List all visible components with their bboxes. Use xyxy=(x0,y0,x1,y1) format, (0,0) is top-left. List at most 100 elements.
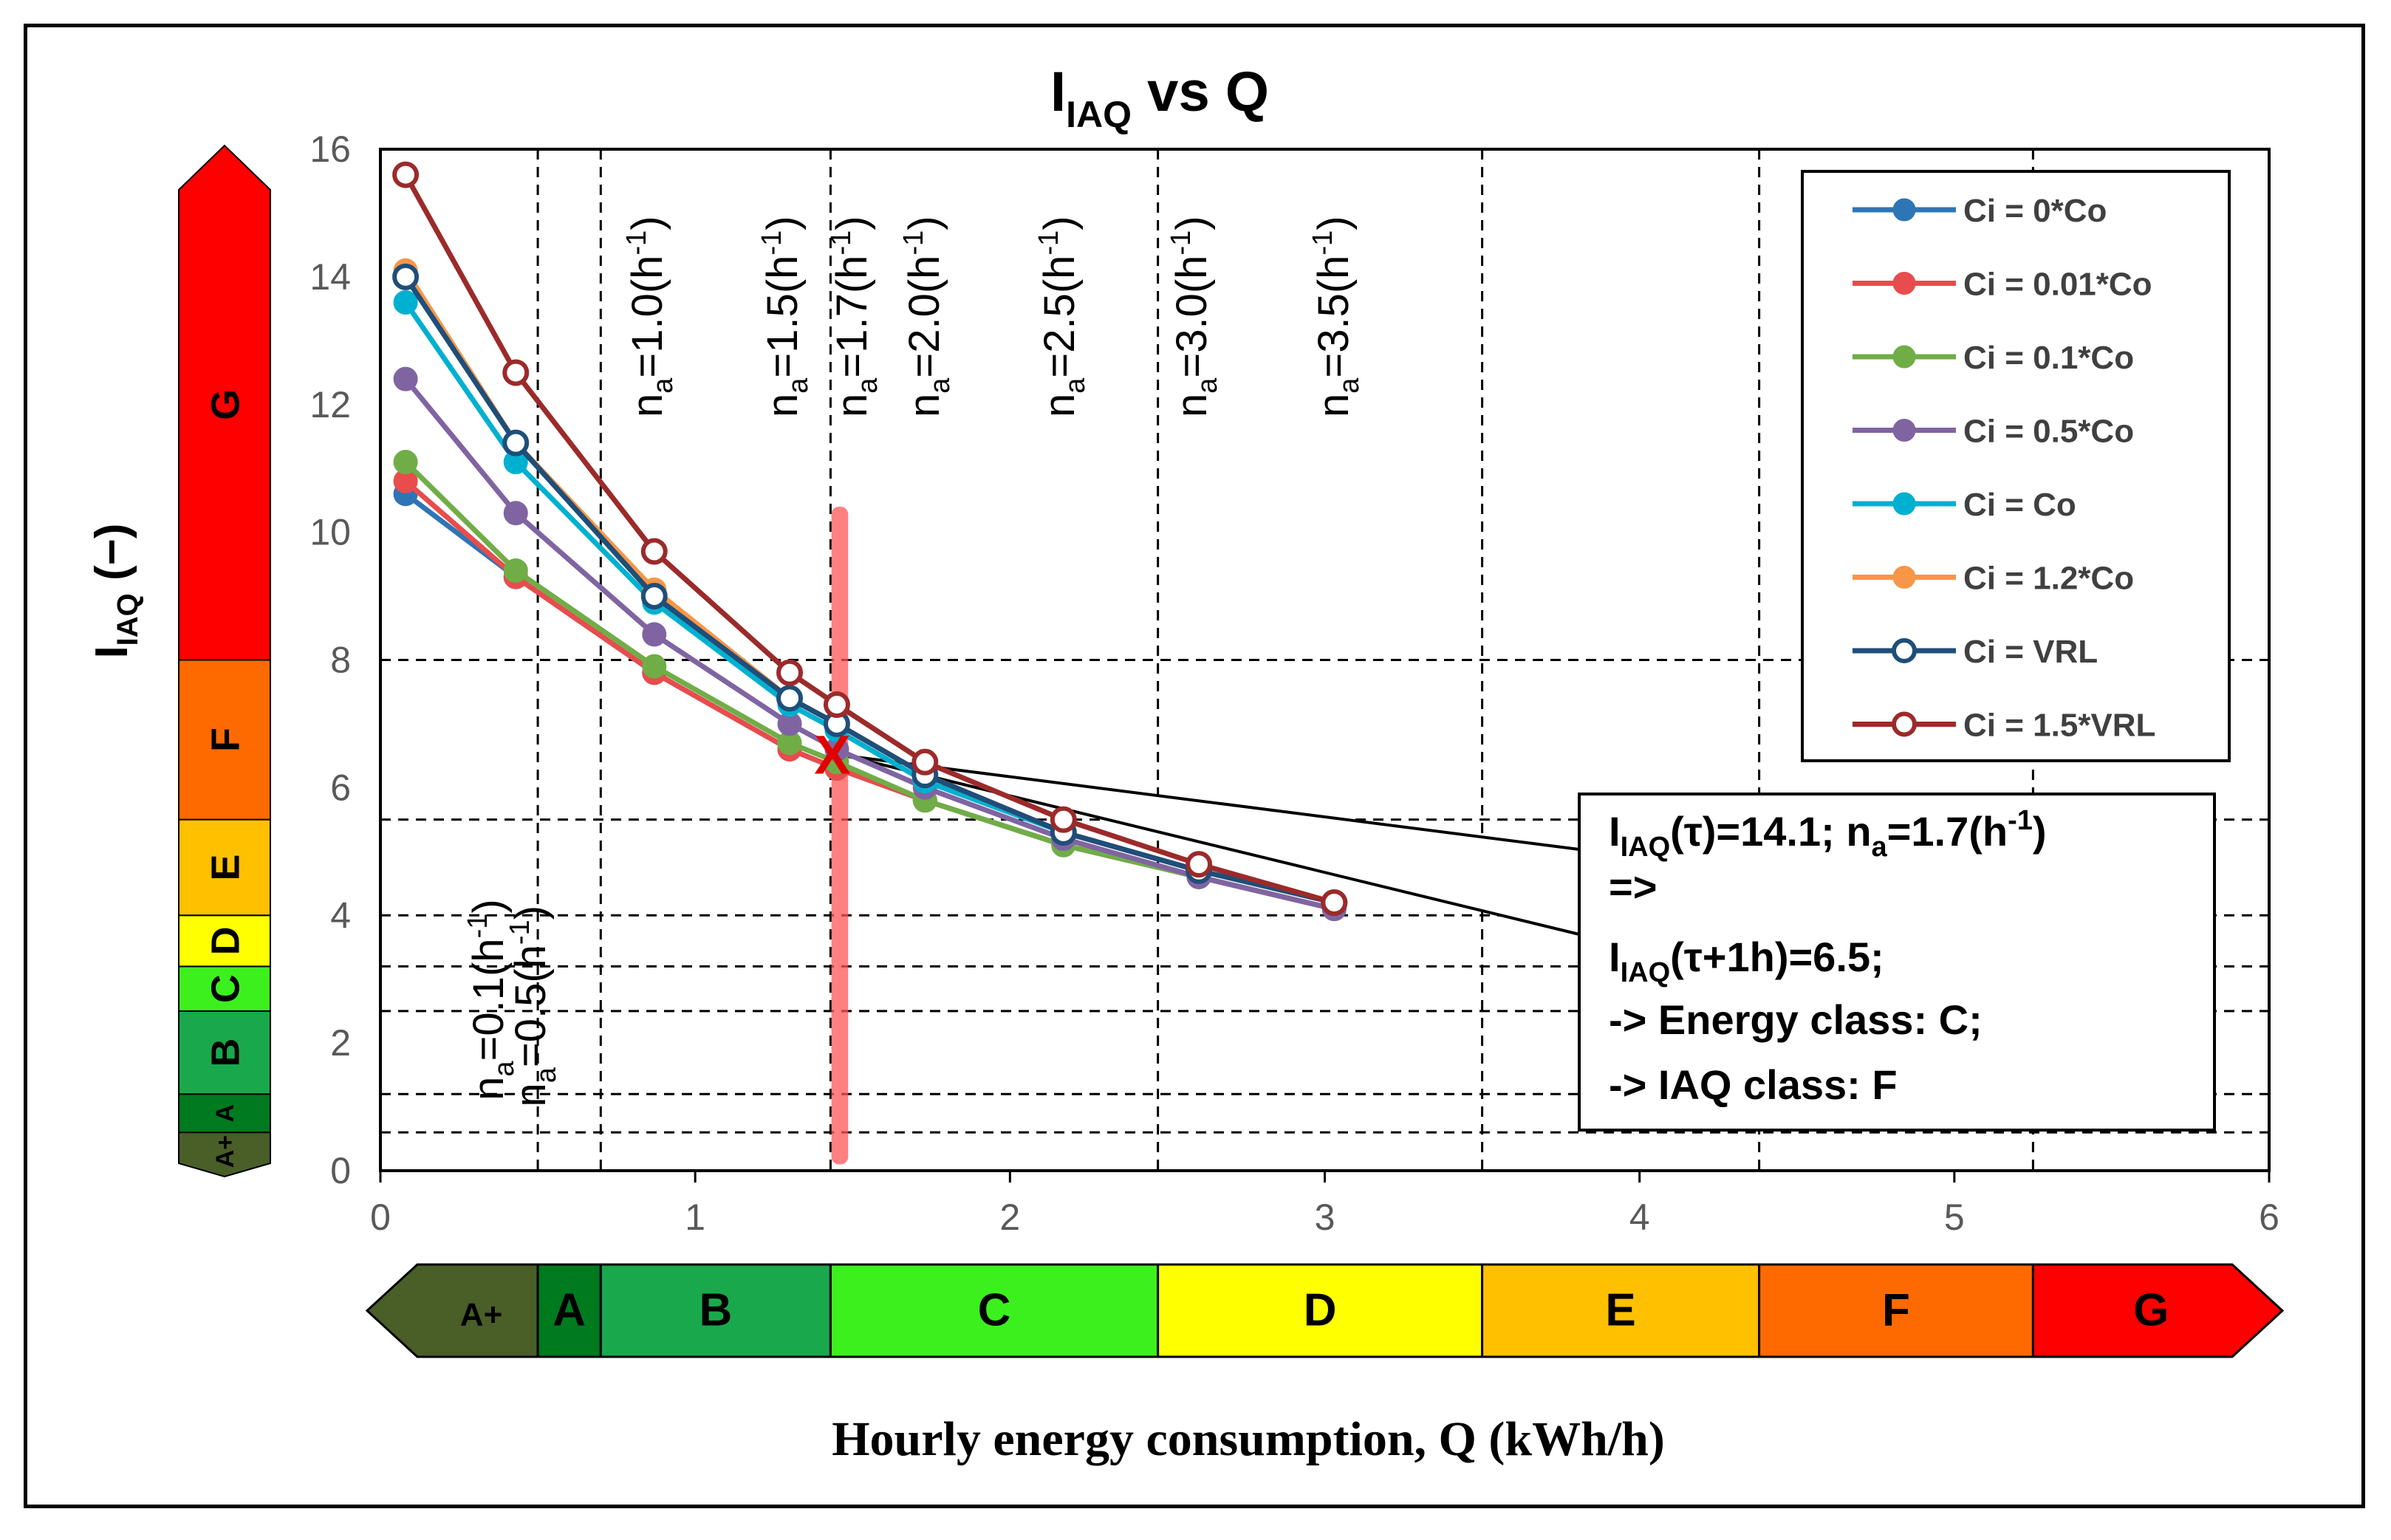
annotation-line-4: -> Energy class: C; xyxy=(1609,996,1983,1043)
vline-label: na=1.0(h-1) xyxy=(621,216,679,417)
energy-class-label: F xyxy=(1882,1285,1910,1336)
x-tick-label: 6 xyxy=(2259,1197,2279,1238)
y-tick-label: 14 xyxy=(309,256,351,298)
vline-label: na=2.0(h-1) xyxy=(898,216,956,417)
x-axis-label: Hourly energy consumption, Q (kWh/h) xyxy=(832,1412,1665,1466)
energy-class-label: B xyxy=(699,1285,732,1336)
legend-entry-label: Ci = 1.2*Co xyxy=(1963,561,2134,597)
series-point xyxy=(911,748,939,776)
series-point xyxy=(1050,806,1077,833)
y-tick-label: 12 xyxy=(309,384,351,425)
legend-swatch-marker xyxy=(1892,638,1917,663)
energy-class-bar: A+ A B C D E F G xyxy=(365,1263,2285,1358)
legend-swatch-marker xyxy=(1892,345,1916,369)
series-point xyxy=(393,366,418,391)
annotation-box: IIAQ(τ)=14.1; na=1.7(h-1) => IIAQ(τ+1h)=… xyxy=(1578,793,2216,1132)
legend-entry-label: Ci = Co xyxy=(1963,487,2076,523)
legend-box xyxy=(1801,170,2231,762)
series-line xyxy=(403,479,1335,912)
iaq-class-bar: A+ A B CD E F G xyxy=(178,144,271,1178)
energy-class-segment xyxy=(829,1263,1160,1358)
callout-leader-layer xyxy=(844,754,1580,936)
energy-class-segment xyxy=(2031,1263,2285,1358)
iaq-class-segment xyxy=(178,914,271,968)
annotation-line-1: IIAQ(τ)=14.1; na=1.7(h-1) xyxy=(1609,805,2047,863)
iaq-class-label: C xyxy=(203,974,247,1003)
energy-class-segment xyxy=(1481,1263,1761,1358)
y-tick-label: 2 xyxy=(330,1022,351,1064)
vline-label: na=0.1(h-1) xyxy=(462,899,520,1101)
y-tick-label: 4 xyxy=(330,894,351,936)
x-tick-label: 2 xyxy=(999,1197,1020,1238)
vline-label: na=0.5(h-1) xyxy=(504,906,562,1107)
legend-swatch-marker xyxy=(1892,566,1916,589)
x-tick-label: 1 xyxy=(685,1197,705,1238)
marked-point-x: X xyxy=(814,725,850,786)
series-point xyxy=(1321,889,1348,916)
y-tick-label: 10 xyxy=(309,512,351,553)
series-point xyxy=(642,622,667,647)
series-point xyxy=(640,583,668,610)
iaq-class-segment xyxy=(178,659,271,821)
legend-entry-label: Ci = 1.5*VRL xyxy=(1963,708,2155,744)
series-point xyxy=(502,359,530,386)
vline-labels-layer: na=0.1(h-1)na=0.5(h-1) na=1.0(h-1) na=1.5(… xyxy=(462,216,1365,1106)
energy-class-segment xyxy=(365,1263,539,1358)
iaq-class-segment xyxy=(178,965,271,1012)
series-point xyxy=(392,263,420,290)
y-axis-label: IIAQ (−) xyxy=(86,523,144,658)
figure-frame xyxy=(24,24,2365,1508)
series-point xyxy=(503,558,528,583)
legend-entry-label: Ci = 0.1*Co xyxy=(1963,340,2134,376)
legend: Ci = 0*Co Ci = 0.01*Co Ci = 0.1*Co Ci = 0.5… xyxy=(1801,170,2231,762)
highlight-band-layer xyxy=(831,507,849,1165)
series-point xyxy=(393,450,418,475)
legend-swatch-marker xyxy=(1892,492,1916,516)
series-point xyxy=(502,429,530,456)
y-tick-label: 0 xyxy=(330,1150,351,1191)
legend-swatch-marker xyxy=(1892,198,1916,222)
annotation-line-2: => xyxy=(1609,863,1657,910)
legend-entry-label: Ci = VRL xyxy=(1963,634,2098,670)
energy-class-label: D xyxy=(1304,1285,1337,1336)
vline-label: na=1.7(h-1) xyxy=(826,216,883,417)
legend-entry-label: Ci = 0.5*Co xyxy=(1963,414,2134,450)
annotation-line-5: -> IAQ class: F xyxy=(1609,1061,1898,1108)
iaq-class-segment xyxy=(178,818,271,917)
series-point xyxy=(776,659,804,686)
vline-label: na=1.5(h-1) xyxy=(756,216,814,417)
energy-class-label: C xyxy=(978,1285,1011,1336)
callout-leader-line xyxy=(845,754,1580,851)
iaq-class-label: F xyxy=(203,728,247,752)
series-point xyxy=(393,290,418,315)
x-tick-label: 5 xyxy=(1944,1197,1965,1238)
series-point xyxy=(392,161,420,188)
callout-leader-line xyxy=(844,754,1580,936)
series-layer: X xyxy=(392,161,1348,922)
chart-title: IIAQ vs Q xyxy=(1050,61,1269,135)
energy-class-segment xyxy=(1157,1263,1484,1358)
iaq-class-label: D xyxy=(203,926,247,955)
series-point xyxy=(1186,851,1213,878)
iaq-class-label: A xyxy=(211,1104,239,1123)
legend-swatch-marker xyxy=(1892,272,1916,295)
legend-swatch-marker xyxy=(1892,419,1916,442)
series-point xyxy=(640,538,668,565)
annotation-line-3: IIAQ(τ+1h)=6.5; xyxy=(1609,934,1884,988)
legend-entry-label: Ci = 0*Co xyxy=(1963,193,2107,229)
series-point xyxy=(776,685,804,712)
y-tick-label: 16 xyxy=(309,129,351,170)
energy-class-label: A xyxy=(553,1285,586,1336)
series-point xyxy=(823,691,850,719)
energy-class-segment xyxy=(599,1263,832,1358)
iaq-class-label: A+ xyxy=(211,1135,239,1168)
iaq-class-segment xyxy=(178,1010,271,1095)
y-tick-label: 6 xyxy=(330,767,351,808)
iaq-class-label: E xyxy=(203,854,247,880)
iaq-class-label: G xyxy=(203,389,247,420)
vline-label: na=3.0(h-1) xyxy=(1166,216,1223,417)
series-line xyxy=(403,491,1335,912)
energy-class-label: E xyxy=(1605,1285,1635,1336)
